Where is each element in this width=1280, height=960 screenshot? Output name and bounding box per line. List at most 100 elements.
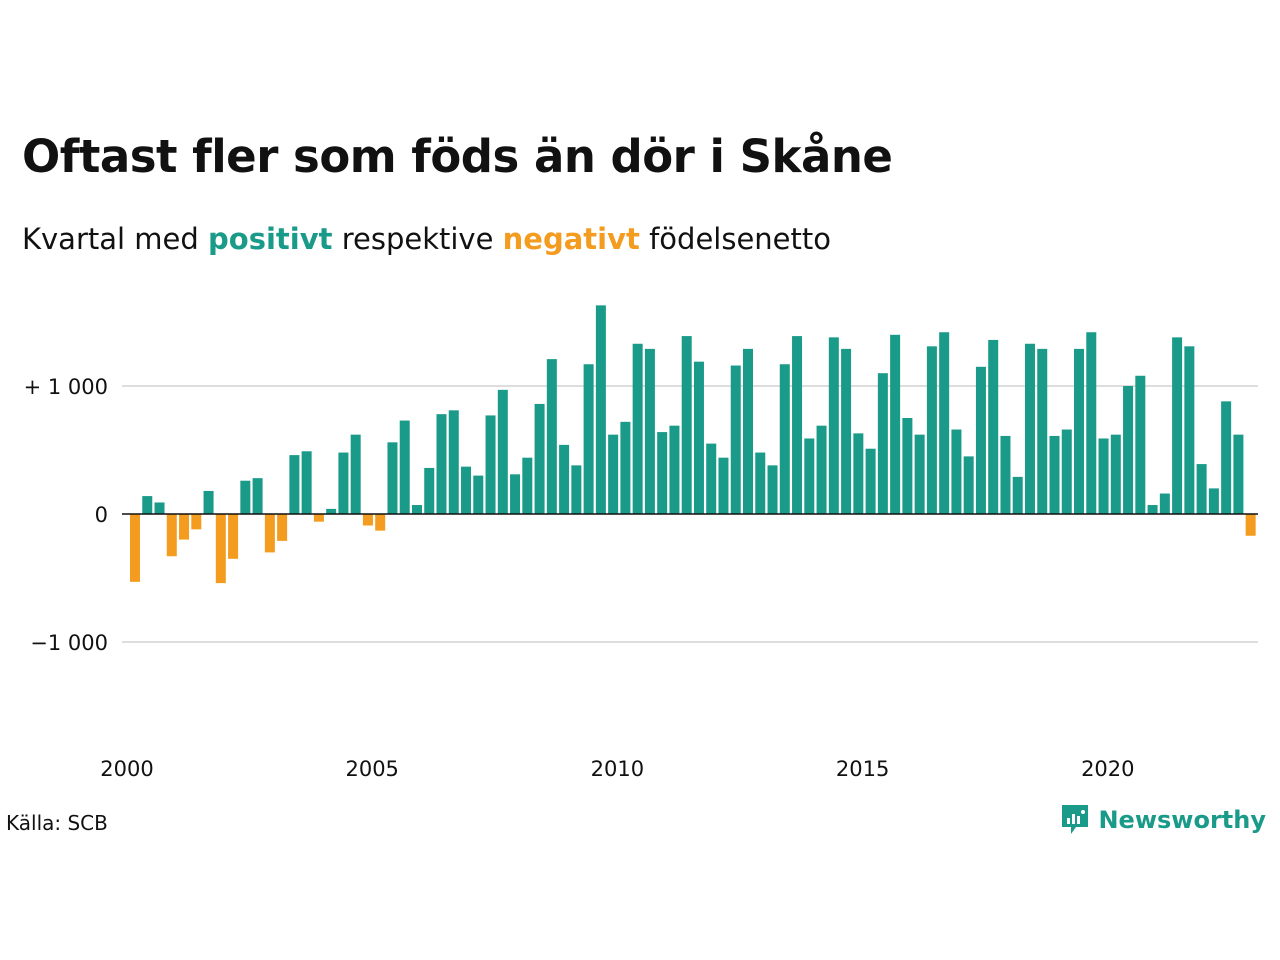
bar (424, 467, 435, 514)
x-tick-label: 2015 (836, 757, 889, 781)
source-note: Källa: SCB (6, 811, 108, 835)
bar (215, 514, 226, 584)
bar (228, 514, 239, 559)
bar (1159, 493, 1170, 514)
bar (914, 434, 925, 514)
bar (608, 434, 619, 514)
chart-subtitle: Kvartal med positivt respektive negativt… (22, 222, 831, 256)
bar (988, 339, 999, 514)
bar (1098, 438, 1109, 514)
subtitle-negative: negativt (502, 222, 640, 256)
bar (522, 457, 533, 514)
y-tick-label: −1 000 (30, 631, 108, 655)
bar (436, 414, 447, 514)
y-tick-label: + 1 000 (24, 375, 108, 399)
bar-chart: −1 000 0 + 1 000 2000 2005 2010 2015 2020 (24, 305, 1258, 781)
bar (1024, 343, 1035, 514)
bar (1037, 348, 1048, 514)
x-tick-label: 2020 (1081, 757, 1134, 781)
bar (203, 490, 214, 514)
bar (166, 514, 177, 557)
bar (595, 305, 606, 514)
bar (191, 514, 202, 530)
bar (411, 505, 422, 514)
bar (510, 474, 521, 514)
bar (730, 365, 741, 514)
subtitle-suffix: födelsenetto (639, 222, 831, 256)
bar (559, 444, 570, 514)
y-tick-label: 0 (95, 503, 108, 527)
bar (473, 475, 484, 514)
bar (902, 418, 913, 514)
bar (828, 337, 839, 514)
bar (693, 361, 704, 514)
bar (1074, 348, 1085, 514)
bar (890, 334, 901, 514)
bar (571, 465, 582, 514)
y-axis-labels: −1 000 0 + 1 000 (24, 375, 108, 655)
bar (743, 348, 753, 514)
bar (277, 514, 288, 541)
bar (657, 432, 668, 514)
bar (939, 332, 950, 514)
bar (154, 502, 165, 514)
bar (497, 389, 508, 514)
bar (399, 420, 410, 514)
bar (644, 348, 655, 514)
bar (240, 480, 251, 514)
bars (130, 305, 1256, 584)
bar (755, 452, 766, 514)
bar (1000, 435, 1011, 514)
bar (1184, 346, 1195, 514)
bar (1061, 429, 1072, 514)
bar (804, 438, 815, 514)
bar (448, 410, 459, 514)
bar (375, 514, 386, 531)
bar (362, 514, 373, 526)
bar (1135, 375, 1146, 514)
bar (1147, 505, 1158, 514)
newsworthy-logo-icon (1062, 805, 1089, 834)
bar (779, 364, 790, 514)
bar (461, 466, 472, 514)
bar (767, 465, 778, 514)
bar (534, 403, 545, 514)
bar (1086, 332, 1097, 514)
bar (252, 478, 263, 514)
bar (1233, 434, 1244, 514)
bar (1012, 476, 1023, 514)
bar (1172, 337, 1183, 514)
brand-name: Newsworthy (1098, 806, 1266, 834)
bar (338, 452, 349, 514)
bar (816, 425, 827, 514)
bar (1208, 488, 1219, 514)
subtitle-prefix: Kvartal med (22, 222, 209, 256)
x-tick-label: 2000 (100, 757, 153, 781)
bar (142, 496, 153, 514)
bar (179, 514, 190, 540)
bar (841, 348, 852, 514)
bar (620, 421, 631, 514)
bar (485, 415, 496, 514)
bar (583, 364, 594, 514)
bar (926, 346, 937, 514)
bar (877, 373, 888, 514)
bar (853, 433, 864, 514)
bar (865, 448, 876, 514)
subtitle-positive: positivt (208, 222, 333, 256)
x-tick-label: 2005 (345, 757, 398, 781)
bar (1221, 401, 1232, 514)
bar (706, 443, 717, 514)
bar (681, 336, 692, 514)
bar (963, 456, 974, 514)
bar (350, 434, 361, 514)
bar (1049, 435, 1060, 514)
subtitle-middle: respektive (332, 222, 503, 256)
chart-title: Oftast fler som föds än dör i Skåne (22, 130, 893, 183)
bar (792, 336, 803, 514)
bar (718, 457, 729, 514)
bar (264, 514, 275, 553)
bar (1123, 386, 1134, 514)
x-axis-labels: 2000 2005 2010 2015 2020 (100, 757, 1134, 781)
bar (289, 455, 300, 514)
